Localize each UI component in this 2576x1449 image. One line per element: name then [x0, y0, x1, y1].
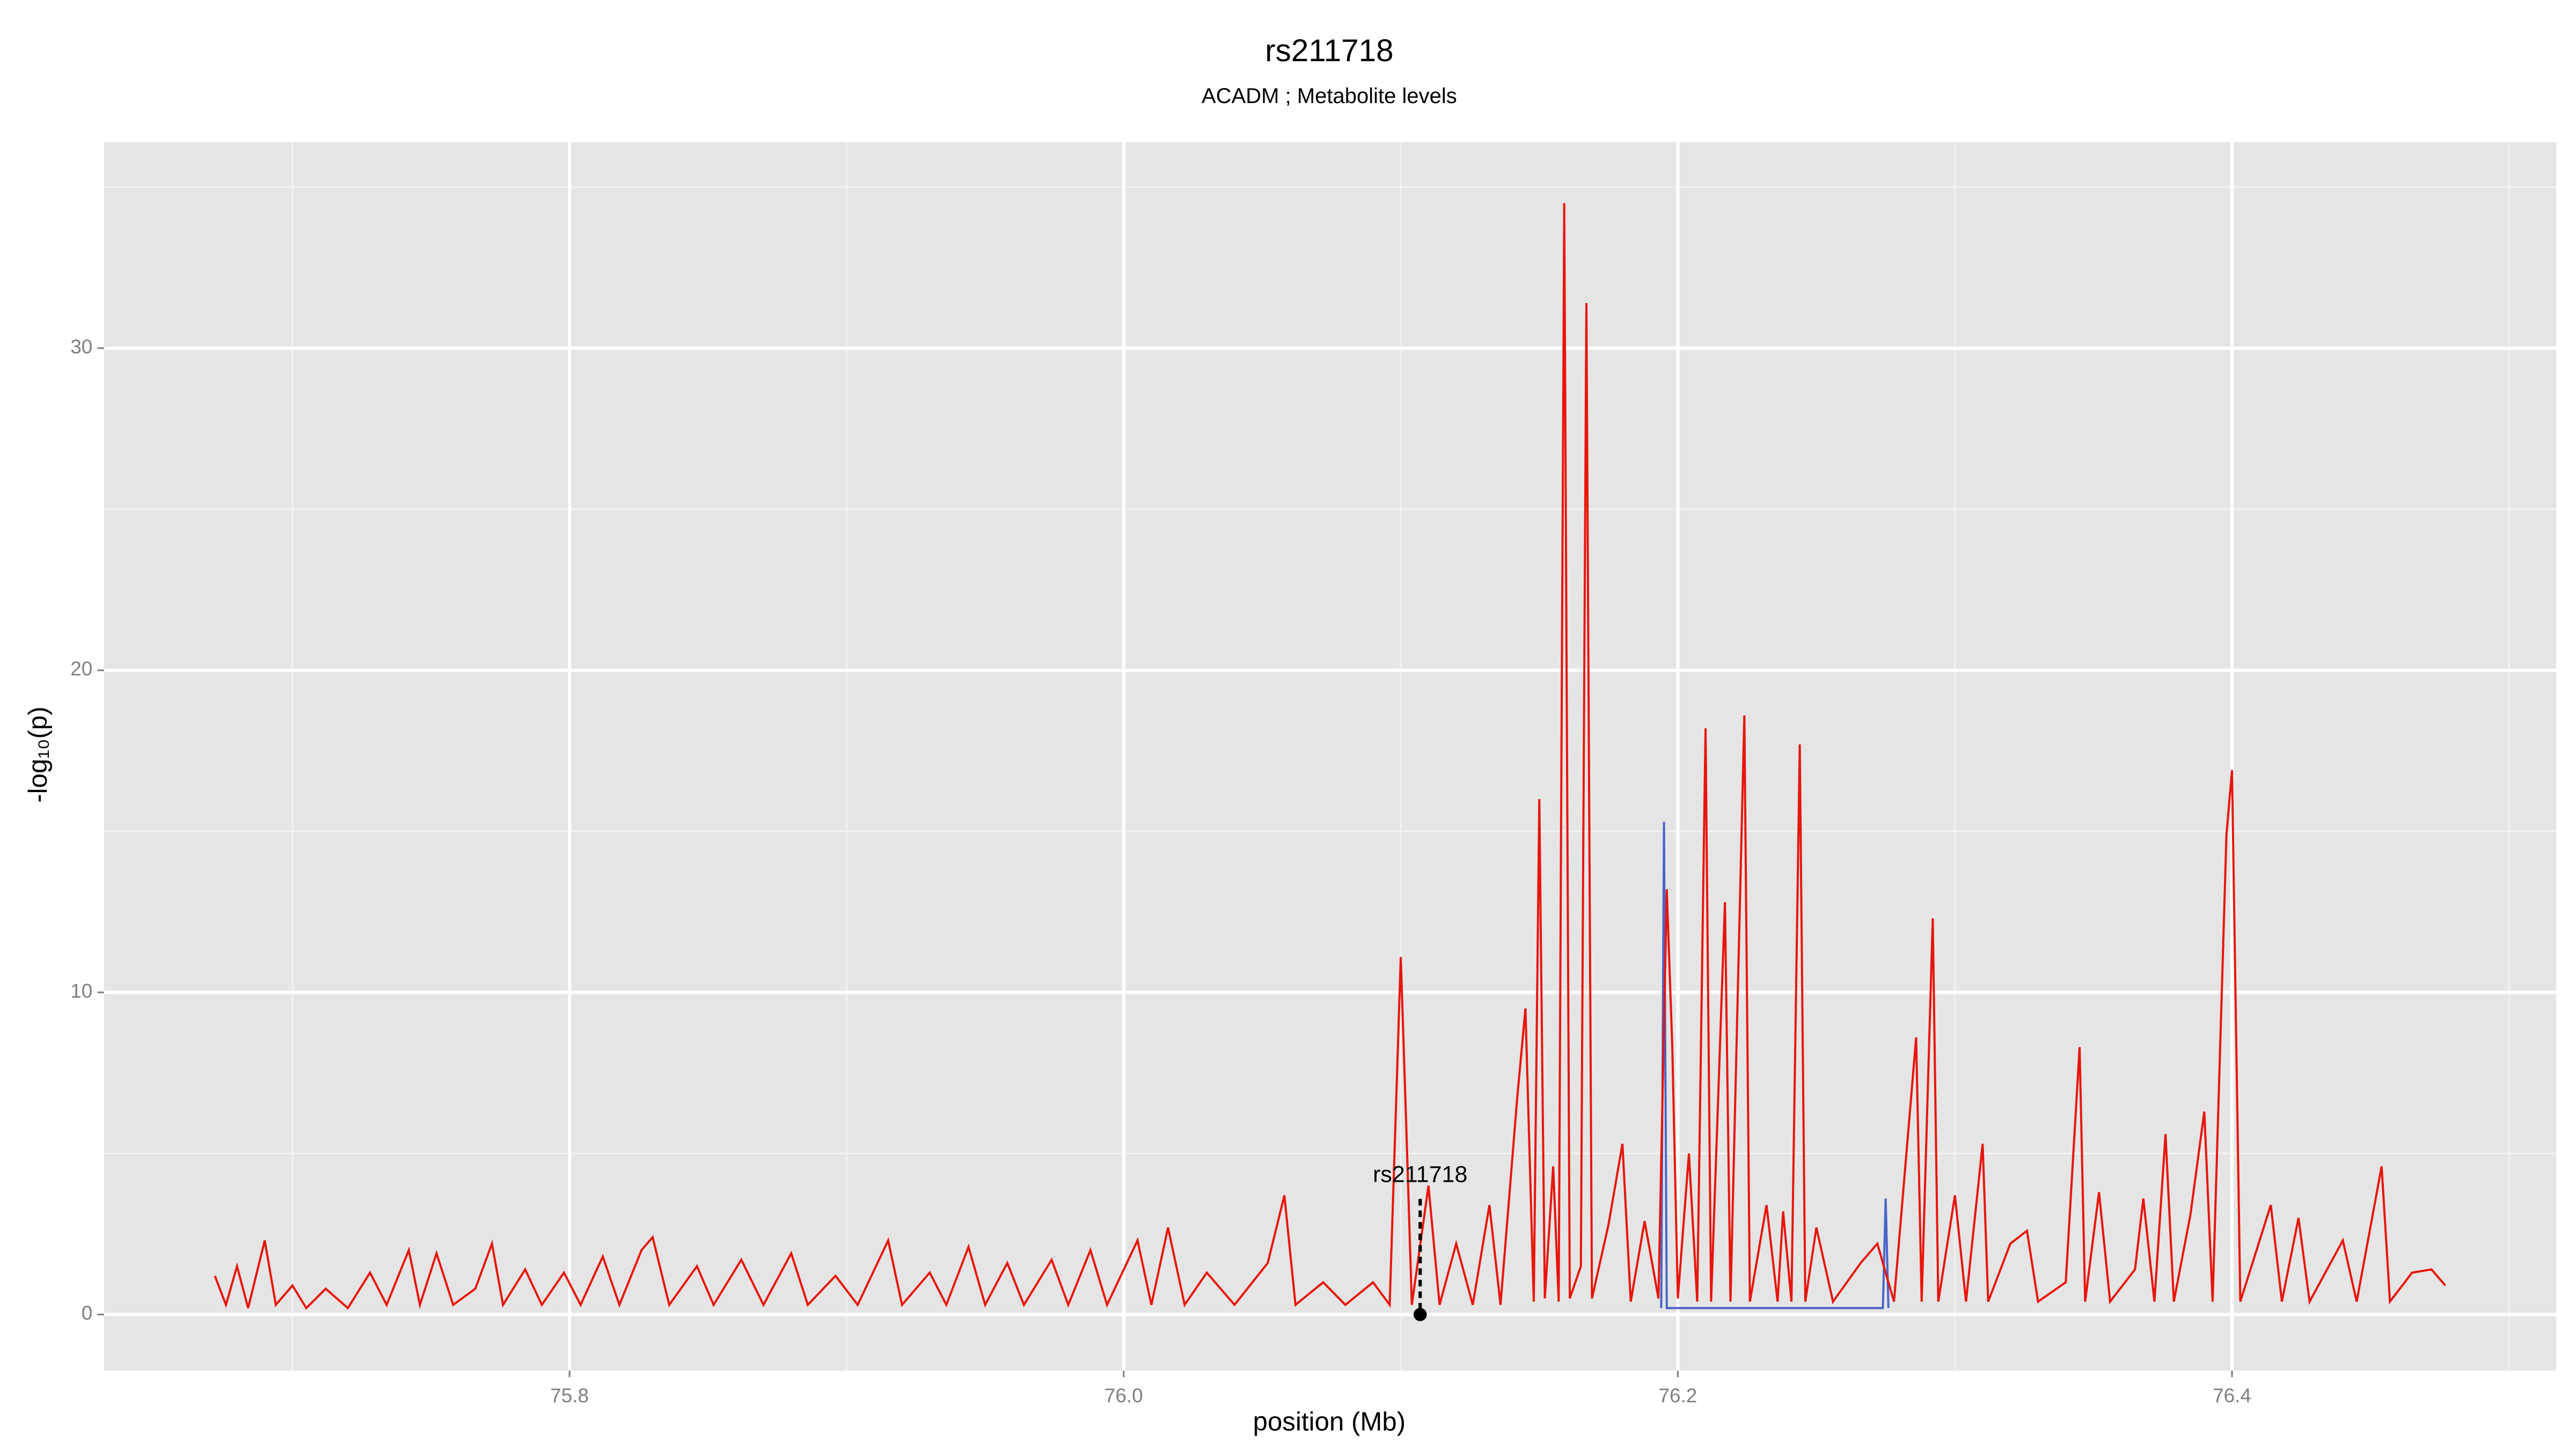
y-axis-label: -log₁₀(p) [23, 707, 53, 803]
x-axis-label: position (Mb) [1253, 1407, 1406, 1436]
x-tick-label: 76.2 [1658, 1385, 1697, 1407]
annotation-label: rs211718 [1373, 1161, 1467, 1187]
x-tick-label: 76.0 [1104, 1385, 1143, 1407]
chart-title: rs211718 [1265, 33, 1393, 68]
y-tick-label: 10 [70, 980, 92, 1002]
x-tick-label: 76.4 [2213, 1385, 2251, 1407]
chart-subtitle: ACADM ; Metabolite levels [1202, 84, 1457, 108]
signal-line [1660, 822, 1890, 1309]
signal-line [214, 203, 2447, 1310]
annotation-point [1413, 1308, 1427, 1321]
y-tick-label: 30 [70, 336, 92, 358]
y-tick-label: 20 [70, 658, 92, 680]
x-tick-label: 75.8 [550, 1385, 589, 1407]
plot-panel [104, 142, 2557, 1371]
y-tick-label: 0 [82, 1302, 93, 1324]
